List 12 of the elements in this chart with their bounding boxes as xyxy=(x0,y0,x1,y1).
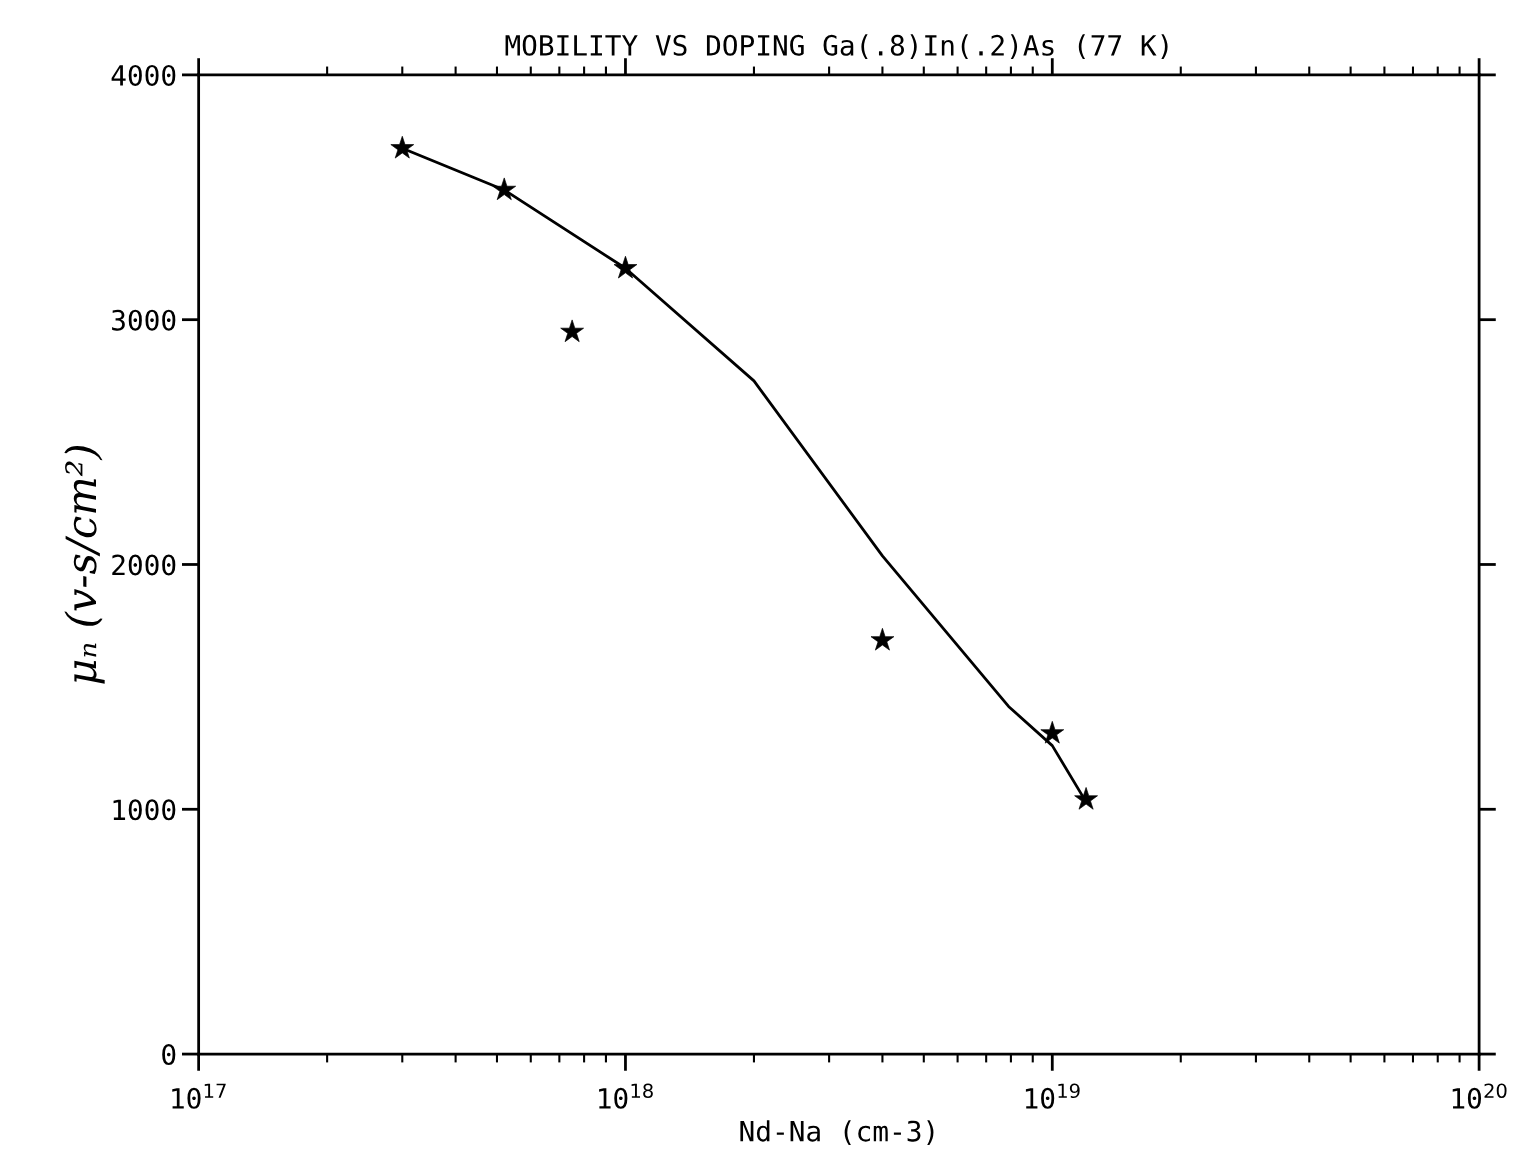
y-tick-label: 3000 xyxy=(112,309,176,331)
y-tick-label: 4000 xyxy=(111,64,176,86)
y-tick-label: 1000 xyxy=(113,799,176,821)
chart-title: MOBILITY VS DOPING Ga(.8)In(.2)As (77 K) xyxy=(505,34,1168,60)
y-tick-label: 0 xyxy=(162,1044,176,1066)
x-axis-title: Nd-Na (cm-3) xyxy=(740,1120,934,1145)
x-tick-label: 10$^{17}$ xyxy=(172,1083,226,1109)
x-tick-label: 10$^{18}$ xyxy=(599,1083,653,1109)
x-tick-label: 10$^{19}$ xyxy=(1025,1083,1080,1109)
y-axis-title: μₙ (v-s/cm²) xyxy=(64,445,105,684)
y-tick-label: 2000 xyxy=(112,554,176,576)
x-tick-label: 10$^{20}$ xyxy=(1452,1083,1507,1109)
